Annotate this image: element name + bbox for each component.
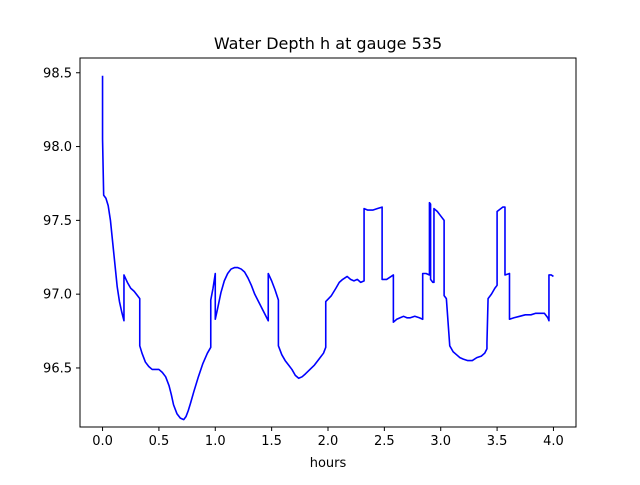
x-axis-label: hours <box>310 456 347 471</box>
x-tick-label: 2.5 <box>374 434 395 449</box>
plot-frame <box>79 57 577 428</box>
series-line-0 <box>101 75 554 421</box>
chart-title: Water Depth h at gauge 535 <box>214 34 442 53</box>
x-tick-label: 0.0 <box>92 434 113 449</box>
y-axis: 96.5 97.0 97.5 98.0 98.5 <box>43 66 80 376</box>
x-tick-label: 1.5 <box>261 434 282 449</box>
x-tick-label: 0.5 <box>149 434 170 449</box>
x-tick-label: 4.0 <box>543 434 564 449</box>
y-tick-label: 96.5 <box>43 361 72 376</box>
y-tick-label: 98.0 <box>43 140 72 155</box>
x-tick-label: 3.5 <box>487 434 508 449</box>
x-tick-label: 3.0 <box>430 434 451 449</box>
x-tick-label: 1.0 <box>205 434 226 449</box>
plot-area <box>101 75 554 421</box>
y-tick-label: 98.5 <box>43 66 72 81</box>
y-tick-label: 97.5 <box>43 214 72 229</box>
x-axis: 0.0 0.5 1.0 1.5 2.0 2.5 3.0 3.5 4.0 <box>92 427 564 449</box>
y-tick-label: 97.0 <box>43 288 72 303</box>
x-tick-label: 2.0 <box>318 434 339 449</box>
